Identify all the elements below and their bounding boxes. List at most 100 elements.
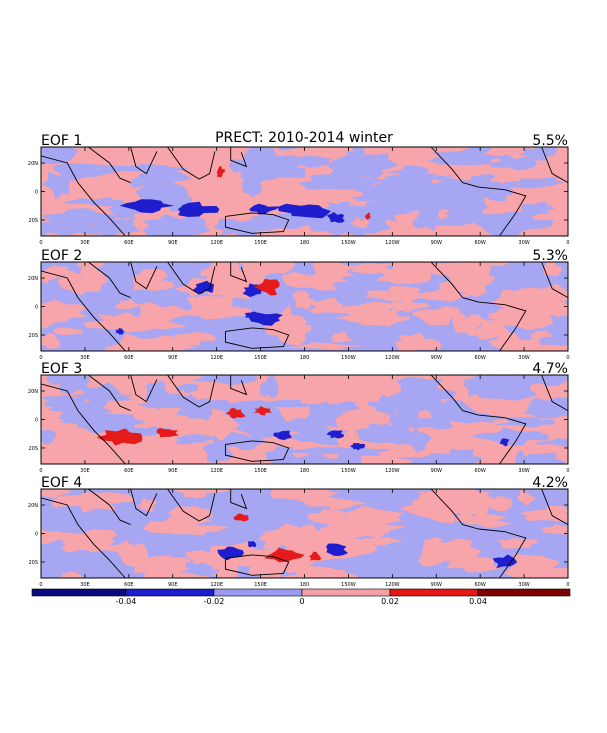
coastline	[41, 270, 126, 351]
field-patch	[88, 419, 127, 435]
coastline	[478, 414, 527, 464]
coastline	[41, 497, 126, 578]
coastline	[130, 147, 158, 175]
field-patch	[520, 375, 568, 385]
coastline	[478, 528, 527, 578]
lon-tick-label: 90W	[431, 355, 442, 361]
lon-tick-label: 0	[39, 355, 42, 361]
coastline	[541, 489, 568, 525]
field-patch	[384, 165, 429, 179]
field-patch	[306, 297, 349, 314]
field-patch	[354, 423, 411, 444]
lon-tick-label: 0	[566, 355, 569, 361]
field-patch	[68, 393, 136, 401]
coastline	[130, 262, 158, 290]
lon-tick-label: 120W	[385, 468, 400, 474]
coastline	[167, 147, 216, 180]
lon-tick-label: 150E	[254, 468, 267, 474]
field-patch	[433, 190, 498, 200]
field-patch	[543, 262, 563, 277]
lat-tick-label: 0	[35, 418, 38, 424]
field-patch	[265, 445, 297, 464]
lon-tick-label: 60E	[124, 240, 134, 246]
lon-tick-label: 90E	[168, 468, 178, 474]
variance-label: 4.2%	[532, 475, 568, 491]
lon-tick-label: 30E	[80, 582, 90, 588]
field-patch	[384, 376, 457, 407]
field-patch	[330, 331, 353, 343]
field-patch	[412, 211, 447, 232]
lon-tick-label: 0	[39, 468, 42, 474]
colorbar-box	[213, 588, 303, 597]
field-patch	[259, 375, 279, 399]
field-patch	[516, 489, 537, 506]
lon-tick-label: 60W	[475, 355, 486, 361]
coastline	[478, 186, 527, 236]
field-patch	[490, 154, 538, 171]
coastline	[541, 262, 568, 298]
field-patch	[520, 201, 548, 217]
field-patch	[52, 492, 136, 513]
field-patch	[330, 157, 356, 166]
field-patch	[172, 331, 217, 346]
field-patch	[95, 218, 137, 236]
colorbar-boxes	[31, 588, 571, 597]
lon-tick-label: 60W	[475, 582, 486, 588]
positive-anomaly	[308, 551, 322, 561]
lon-tick-label: 120E	[210, 468, 223, 474]
field-patch	[352, 313, 410, 327]
coastline	[478, 301, 527, 351]
negative-anomaly	[177, 201, 220, 217]
coastline	[41, 383, 126, 464]
field-patch	[41, 429, 57, 445]
field-patch	[114, 540, 149, 567]
positive-anomaly	[233, 513, 249, 522]
colorbar-label-2: -0.02	[204, 597, 225, 606]
lon-tick-label: 90E	[168, 355, 178, 361]
field-patch	[58, 396, 113, 426]
negative-anomaly	[326, 543, 349, 556]
field-patch	[328, 512, 379, 534]
colorbar-label-5: 0.04	[469, 597, 487, 606]
field-patch	[534, 306, 568, 318]
field-patch	[283, 425, 349, 446]
field-patch	[122, 335, 196, 351]
field-patch	[142, 516, 213, 534]
field-patch	[350, 263, 394, 274]
lon-tick-label: 30W	[518, 240, 529, 246]
eof-panels: 20N 0 20S 0 30E 60E 90E 120E 150E 180 150W 120W 90W 6…	[28, 133, 570, 588]
negative-anomaly	[249, 203, 280, 215]
coastline	[167, 262, 216, 295]
coastline	[224, 440, 290, 462]
lon-tick-label: 120W	[385, 355, 400, 361]
field-patch	[394, 339, 434, 349]
field-patch	[387, 299, 430, 313]
field-patch	[315, 524, 339, 553]
field-patch	[155, 393, 196, 409]
field-patch	[392, 173, 459, 181]
field-patch	[410, 286, 472, 302]
lon-tick-label: 0	[566, 582, 569, 588]
positive-anomaly	[264, 547, 305, 563]
lon-tick-label: 180	[300, 468, 310, 474]
colorbar: -0.04 -0.02 0 0.02 0.04	[31, 588, 571, 606]
field-patch	[142, 214, 211, 236]
panel-label: EOF 4	[41, 475, 82, 491]
positive-anomaly	[364, 212, 371, 220]
field-patch	[61, 276, 97, 296]
field-patch	[325, 154, 384, 179]
coastline	[430, 147, 479, 188]
field-patch	[428, 147, 506, 166]
field-patch	[54, 529, 118, 548]
field-patch	[290, 155, 332, 168]
lon-tick-label: 0	[39, 582, 42, 588]
coastline	[430, 262, 479, 303]
colorbar-box	[477, 588, 571, 597]
field-patch	[516, 452, 567, 464]
colorbar-label-1: -0.04	[116, 597, 137, 606]
lat-tick-label: 20N	[28, 276, 38, 282]
field-patch	[412, 492, 443, 518]
lon-tick-label: 30E	[80, 355, 90, 361]
lat-tick-label: 20N	[28, 389, 38, 395]
coastline	[230, 375, 248, 396]
